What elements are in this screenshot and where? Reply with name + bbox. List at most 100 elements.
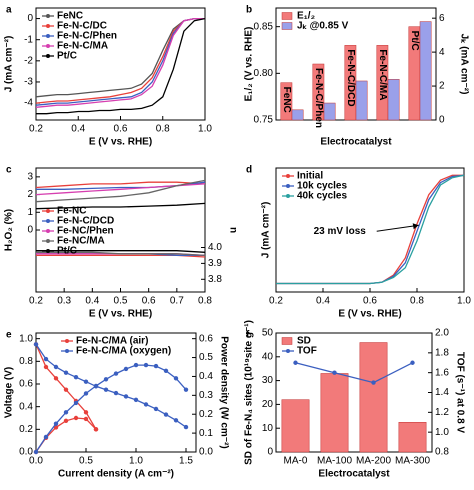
marker bbox=[153, 363, 159, 369]
series-line bbox=[35, 202, 206, 210]
marker bbox=[173, 418, 179, 423]
legend-marker bbox=[46, 14, 50, 18]
y2-tick-label: 1.8 bbox=[435, 347, 449, 358]
y2-tick-label: 2.0 bbox=[435, 328, 449, 339]
bar bbox=[280, 82, 293, 121]
marker bbox=[43, 434, 49, 440]
y-axis-label: J (mA cm⁻²) bbox=[4, 36, 15, 93]
y2-tick-label: 0.4 bbox=[199, 371, 213, 382]
bar bbox=[320, 373, 349, 453]
legend-label: Pt/C bbox=[57, 246, 77, 257]
legend-marker bbox=[46, 239, 50, 243]
bar bbox=[419, 21, 432, 121]
y-tick-label: 0.4 bbox=[19, 401, 33, 412]
marker bbox=[43, 356, 49, 362]
x-category-label: Pt/C bbox=[409, 31, 420, 51]
y2-tick-label: 1.2 bbox=[435, 407, 449, 418]
marker bbox=[163, 412, 169, 417]
marker bbox=[33, 342, 39, 347]
legend-label: 10k cycles bbox=[297, 181, 347, 192]
x-tick-label: 0.5 bbox=[114, 296, 128, 307]
marker bbox=[53, 421, 59, 426]
legend-marker bbox=[65, 349, 69, 353]
x-axis-label: Electrocatalyst bbox=[318, 469, 390, 480]
marker bbox=[183, 387, 189, 392]
y-axis-label: J (mA cm⁻²) bbox=[261, 202, 272, 259]
y-tick-label: 3 bbox=[27, 171, 33, 182]
x-axis-label: E (V vs. RHE) bbox=[89, 309, 152, 320]
y2-tick-label: 1.4 bbox=[435, 387, 449, 398]
x-tick-label: 0.5 bbox=[79, 456, 93, 467]
marker bbox=[83, 391, 89, 396]
marker bbox=[133, 362, 139, 368]
y-tick-label: 40 bbox=[262, 351, 274, 362]
x-category-label: MA-0 bbox=[284, 456, 308, 467]
x-tick-label: 0.2 bbox=[29, 296, 43, 307]
series-line bbox=[35, 343, 187, 428]
marker bbox=[293, 360, 298, 365]
annotation-arrowhead bbox=[412, 223, 419, 230]
x-category-label: FeNC bbox=[281, 87, 292, 113]
y2-tick-label: 0.1 bbox=[199, 428, 213, 439]
y2-tick-label: 0.2 bbox=[199, 409, 213, 420]
annotation: 23 mV loss bbox=[314, 226, 367, 237]
x-axis-label: Electrocatalyst bbox=[320, 137, 392, 148]
y2-tick-label: 0.6 bbox=[199, 333, 213, 344]
marker bbox=[143, 402, 149, 407]
plot-frame bbox=[35, 332, 197, 453]
series-line bbox=[35, 181, 206, 189]
marker bbox=[83, 416, 89, 422]
x-tick-label: 0.2 bbox=[29, 124, 43, 135]
y-tick-label: 1 bbox=[27, 207, 33, 218]
x-tick-label: 0.8 bbox=[156, 124, 170, 135]
y2-tick-label: 2 bbox=[439, 81, 445, 92]
series-line bbox=[35, 17, 205, 104]
y2-axis-label: Jₖ (mA cm⁻²) bbox=[458, 34, 469, 95]
legend-label: 40k cycles bbox=[297, 191, 347, 202]
marker bbox=[153, 406, 159, 412]
x-tick-label: 0.3 bbox=[57, 296, 71, 307]
marker bbox=[43, 364, 49, 370]
x-tick-label: 0.4 bbox=[85, 296, 99, 307]
bar bbox=[355, 80, 368, 121]
marker bbox=[73, 415, 79, 421]
marker bbox=[53, 425, 59, 430]
y-tick-label: 0.85 bbox=[254, 21, 274, 32]
y2-tick-label: 0.5 bbox=[199, 352, 213, 363]
y-axis-label: SD of Fe-N₄ sites (10¹⁹site g⁻¹) bbox=[244, 320, 255, 465]
x-tick-label: 1.5 bbox=[179, 456, 193, 467]
legend-label: Jₖ @0.85 V bbox=[297, 21, 349, 32]
y-tick-label: 0 bbox=[27, 13, 33, 24]
marker bbox=[371, 380, 376, 385]
y-tick-label: -4 bbox=[24, 98, 33, 109]
series-line bbox=[35, 17, 205, 106]
panel-label: f bbox=[246, 330, 250, 341]
series-line bbox=[276, 174, 465, 285]
marker bbox=[63, 410, 69, 415]
y-tick-label: 0 bbox=[27, 225, 33, 236]
legend-label: Fe-NC bbox=[57, 206, 86, 217]
legend-marker bbox=[65, 339, 69, 343]
x-tick-label: 0.6 bbox=[363, 296, 377, 307]
legend-label: SD bbox=[297, 336, 311, 347]
y2-axis-label: TOF (s⁻¹) at 0.8 V bbox=[454, 352, 465, 434]
marker bbox=[123, 366, 129, 372]
x-tick-label: 1.0 bbox=[457, 296, 471, 307]
y2-tick-label: 0.3 bbox=[199, 390, 213, 401]
y-tick-label: -1 bbox=[24, 34, 33, 45]
y2-axis-label: n bbox=[227, 227, 238, 233]
legend-label: Fe-N-C/DCD bbox=[57, 216, 114, 227]
marker bbox=[53, 364, 59, 370]
legend-marker bbox=[46, 249, 50, 253]
marker bbox=[163, 368, 169, 373]
bar bbox=[281, 399, 310, 453]
x-tick-label: 0.0 bbox=[29, 456, 43, 467]
y2-tick-label: 4.0 bbox=[208, 242, 222, 253]
legend-marker bbox=[286, 349, 290, 353]
marker bbox=[332, 370, 337, 375]
annotation-arrow bbox=[376, 224, 419, 232]
bar bbox=[312, 63, 325, 121]
y2-tick-label: 0.0 bbox=[199, 447, 213, 458]
y-axis-label: E₁/₂ (V vs. RHE) bbox=[244, 27, 255, 102]
